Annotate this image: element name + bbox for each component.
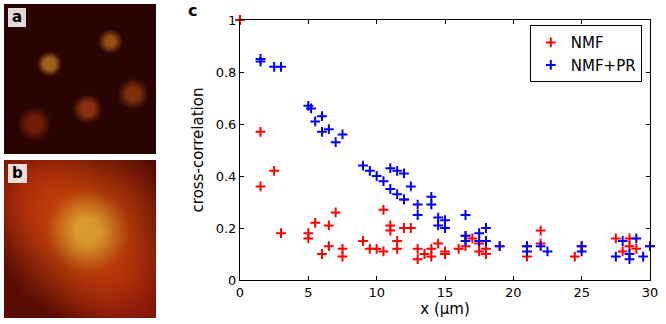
svg-text:25: 25 — [573, 285, 590, 300]
svg-text:0.2: 0.2 — [216, 221, 237, 236]
svg-text:10: 10 — [368, 285, 385, 300]
svg-text:0.8: 0.8 — [216, 65, 237, 80]
svg-text:cross-correlation: cross-correlation — [189, 88, 207, 213]
svg-text:0.6: 0.6 — [216, 117, 237, 132]
svg-text:20: 20 — [505, 285, 522, 300]
svg-text:c: c — [188, 1, 197, 20]
svg-text:0: 0 — [236, 285, 244, 300]
svg-text:NMF: NMF — [571, 34, 604, 52]
svg-text:0: 0 — [228, 273, 236, 288]
svg-text:x (µm): x (µm) — [420, 300, 470, 318]
svg-text:0.4: 0.4 — [216, 169, 237, 184]
html-text:b: b — [12, 164, 23, 182]
html-text:a: a — [12, 8, 23, 26]
svg-text:30: 30 — [642, 285, 659, 300]
svg-text:NMF+PR: NMF+PR — [571, 57, 636, 75]
svg-text:15: 15 — [437, 285, 454, 300]
svg-text:5: 5 — [304, 285, 312, 300]
svg-text:1: 1 — [228, 13, 236, 28]
